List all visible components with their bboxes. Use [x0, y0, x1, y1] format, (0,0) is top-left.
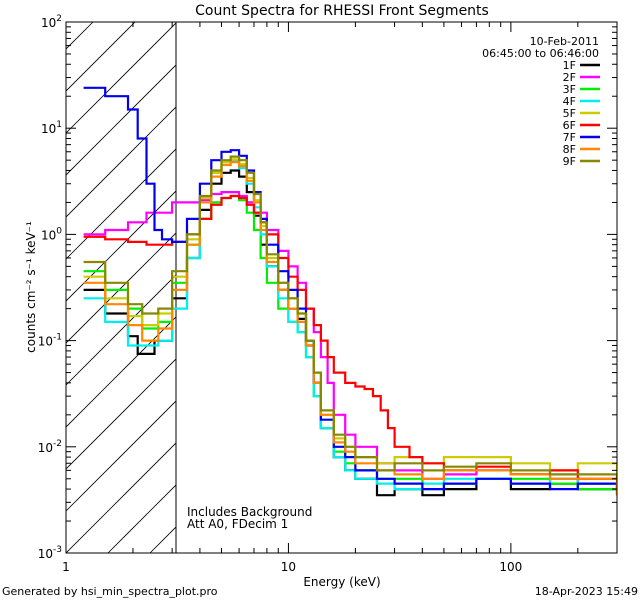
annotation-background: Includes Background	[187, 505, 312, 519]
legend-label-5F: 5F	[563, 107, 576, 120]
x-axis-label: Energy (keV)	[303, 575, 380, 589]
chart-title: Count Spectra for RHESSI Front Segments	[195, 3, 489, 19]
annotation-attenuator: Att A0, FDecim 1	[187, 517, 288, 531]
series-line-6F	[83, 194, 617, 480]
series-group	[83, 86, 617, 497]
hatch-line	[66, 106, 176, 218]
y-tick-label: 10-2	[38, 439, 62, 455]
hatch-line	[66, 442, 176, 553]
hatch-line	[66, 358, 176, 470]
footer-generated-by: Generated by hsi_min_spectra_plot.pro	[2, 585, 218, 598]
plot-frame	[65, 21, 618, 554]
series-line-8F	[83, 161, 617, 496]
y-tick-label: 10-1	[38, 333, 62, 349]
legend-label-3F: 3F	[563, 83, 576, 96]
hatch-line	[66, 190, 176, 302]
legend-label-1F: 1F	[563, 59, 576, 72]
y-axis-label: counts cm⁻² s⁻¹ keV⁻¹	[24, 221, 38, 353]
series-line-7F	[83, 86, 617, 491]
x-tick-label: 1	[62, 560, 70, 574]
axis-group: 1 10 100 10-3 10-2 10-1 100 101 102	[38, 14, 618, 574]
series-line-9F	[83, 155, 617, 479]
hatch-line	[66, 22, 136, 92]
hatch-line	[66, 400, 176, 512]
series-line-4F	[83, 159, 617, 491]
y-tick-label: 101	[41, 120, 62, 136]
footer-timestamp: 18-Apr-2023 15:49	[535, 585, 638, 598]
y-tick-label: 100	[41, 226, 62, 242]
legend-time-range: 06:45:00 to 06:46:00	[482, 47, 599, 60]
y-tick-label: 10-3	[38, 545, 62, 561]
hatch-line	[66, 232, 176, 344]
x-tick-label: 10	[281, 560, 296, 574]
legend-label-9F: 9F	[563, 155, 576, 168]
legend-label-7F: 7F	[563, 131, 576, 144]
legend-label-6F: 6F	[563, 119, 576, 132]
legend-label-2F: 2F	[563, 71, 576, 84]
series-line-5F	[83, 158, 617, 479]
x-tick-label: 100	[499, 560, 522, 574]
legend-label-4F: 4F	[563, 95, 576, 108]
y-tick-label: 102	[41, 14, 62, 30]
hatch-line	[66, 274, 176, 386]
legend-date: 10-Feb-2011	[530, 35, 599, 48]
legend-label-8F: 8F	[563, 143, 576, 156]
hatch-line	[66, 22, 176, 134]
hatch-line	[66, 148, 176, 260]
